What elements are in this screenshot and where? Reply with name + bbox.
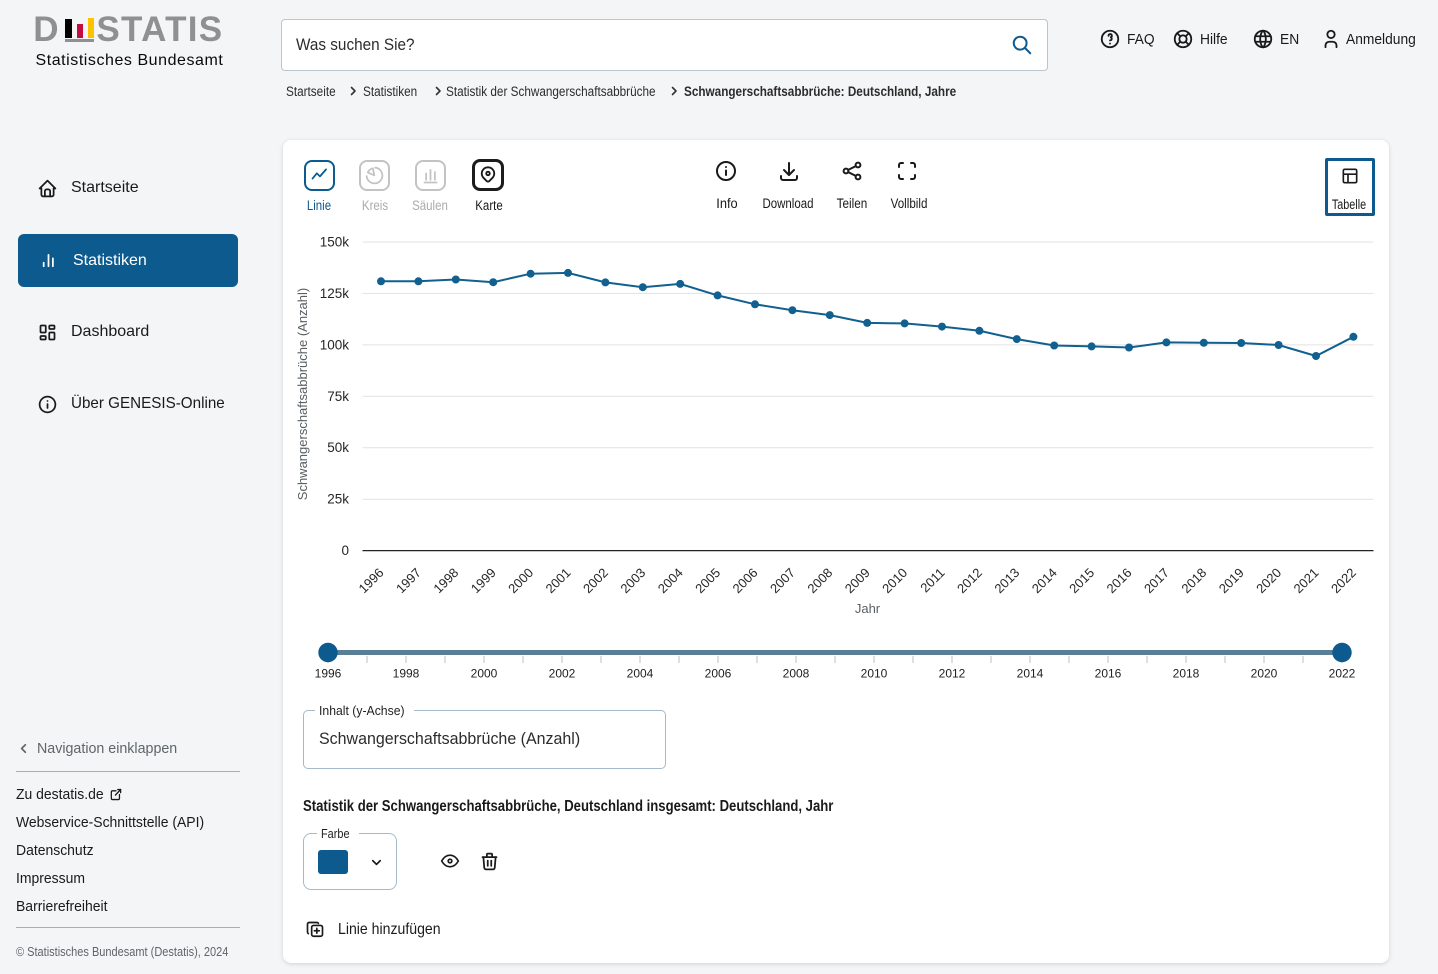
- svg-text:2017: 2017: [1141, 565, 1172, 596]
- svg-text:Schwangerschaftsabbrüche (Anza: Schwangerschaftsabbrüche (Anzahl): [295, 288, 310, 500]
- svg-text:2015: 2015: [1066, 565, 1097, 596]
- svg-text:1996: 1996: [315, 667, 342, 681]
- svg-text:1998: 1998: [393, 667, 420, 681]
- svg-text:2006: 2006: [730, 565, 761, 596]
- svg-text:2018: 2018: [1178, 565, 1209, 596]
- svg-text:2020: 2020: [1251, 667, 1278, 681]
- svg-text:2002: 2002: [549, 667, 576, 681]
- svg-text:2018: 2018: [1173, 667, 1200, 681]
- svg-text:1998: 1998: [430, 565, 461, 596]
- svg-text:150k: 150k: [320, 235, 350, 250]
- svg-text:50k: 50k: [327, 440, 349, 455]
- svg-text:2012: 2012: [939, 667, 966, 681]
- svg-text:2009: 2009: [842, 565, 873, 596]
- svg-text:2003: 2003: [617, 565, 648, 596]
- svg-text:2021: 2021: [1291, 565, 1322, 596]
- svg-text:2014: 2014: [1017, 667, 1044, 681]
- svg-text:1999: 1999: [468, 565, 499, 596]
- svg-text:2008: 2008: [783, 667, 810, 681]
- svg-text:2016: 2016: [1095, 667, 1122, 681]
- svg-text:125k: 125k: [320, 286, 350, 301]
- svg-text:2008: 2008: [804, 565, 835, 596]
- svg-text:0: 0: [341, 543, 349, 558]
- svg-text:2004: 2004: [655, 565, 686, 596]
- svg-text:2002: 2002: [580, 565, 611, 596]
- svg-text:2019: 2019: [1216, 565, 1247, 596]
- svg-text:2022: 2022: [1329, 667, 1356, 681]
- svg-text:25k: 25k: [327, 492, 349, 507]
- svg-text:2006: 2006: [705, 667, 732, 681]
- svg-text:2000: 2000: [471, 667, 498, 681]
- svg-text:2012: 2012: [954, 565, 985, 596]
- svg-text:75k: 75k: [327, 389, 349, 404]
- svg-text:2011: 2011: [917, 565, 947, 595]
- svg-text:2010: 2010: [879, 565, 910, 596]
- svg-text:2010: 2010: [861, 667, 888, 681]
- svg-text:2004: 2004: [627, 667, 654, 681]
- svg-text:2013: 2013: [991, 565, 1022, 596]
- svg-text:2005: 2005: [692, 565, 723, 596]
- svg-text:2001: 2001: [543, 565, 574, 596]
- svg-text:2000: 2000: [505, 565, 536, 596]
- svg-text:2007: 2007: [767, 565, 798, 596]
- svg-text:Jahr: Jahr: [855, 601, 881, 616]
- svg-text:2014: 2014: [1029, 565, 1060, 596]
- svg-text:2022: 2022: [1328, 565, 1359, 596]
- svg-text:1996: 1996: [356, 565, 387, 596]
- svg-text:1997: 1997: [393, 565, 424, 596]
- svg-text:2020: 2020: [1253, 565, 1284, 596]
- svg-text:100k: 100k: [320, 337, 350, 352]
- svg-text:2016: 2016: [1104, 565, 1135, 596]
